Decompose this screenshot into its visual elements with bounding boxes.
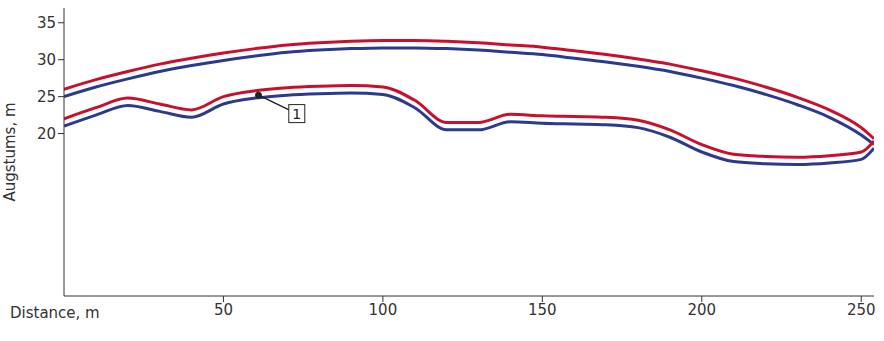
svg-text:1: 1 <box>292 106 301 122</box>
html-text:Distance, m: Distance, m <box>10 304 100 322</box>
svg-text:100: 100 <box>369 301 398 319</box>
svg-text:150: 150 <box>528 301 557 319</box>
svg-text:250: 250 <box>847 301 876 319</box>
svg-text:25: 25 <box>37 88 56 106</box>
svg-text:Augstums, m: Augstums, m <box>1 102 19 201</box>
svg-text:30: 30 <box>37 51 56 69</box>
svg-text:200: 200 <box>687 301 716 319</box>
svg-text:35: 35 <box>37 14 56 32</box>
svg-text:20: 20 <box>37 125 56 143</box>
svg-text:50: 50 <box>214 301 233 319</box>
